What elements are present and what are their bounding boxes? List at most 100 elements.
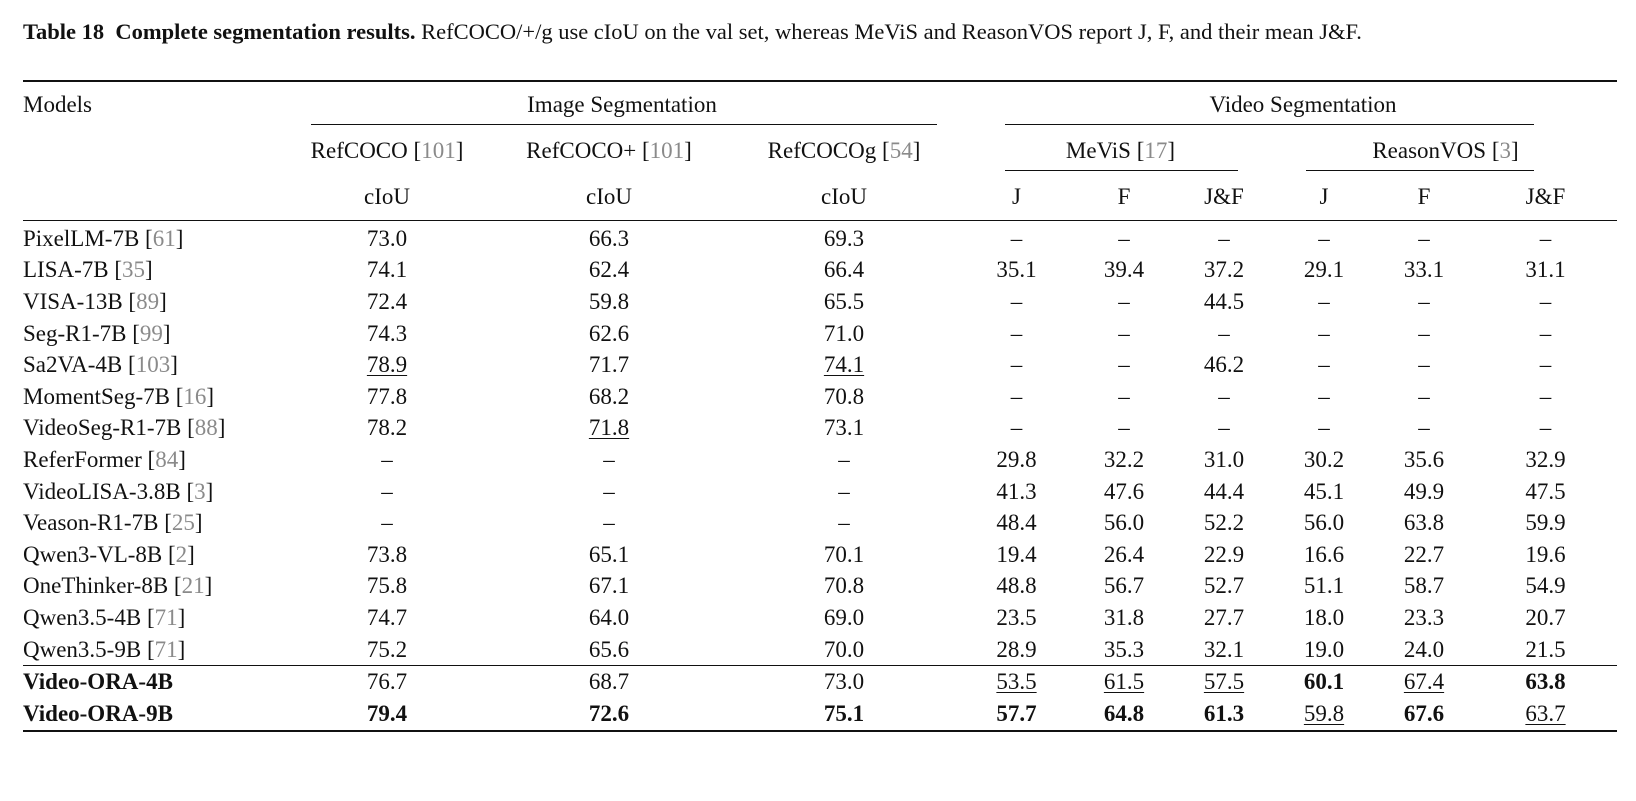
table-row: Video-ORA-4B 76.7 68.7 73.0 53.5 61.5 57.5 60.1…	[23, 666, 1617, 698]
table-caption: Table 18 Complete segmentation results. …	[23, 17, 1617, 47]
model-name: OneThinker-8B [21]	[23, 573, 213, 599]
table-cell: 41.3	[996, 478, 1037, 504]
table-cell: –	[1539, 225, 1552, 251]
table-cell: 69.0	[823, 604, 865, 630]
model-name: LISA-7B [35]	[23, 257, 153, 283]
table-cell: 67.4	[1403, 669, 1445, 695]
header-mevis: MeViS [17]	[1065, 138, 1176, 163]
header-mevis-j: J	[959, 174, 1074, 221]
header-mevis-jf: J&F	[1174, 174, 1274, 221]
table-cell: 59.8	[588, 288, 630, 314]
table-cell: 31.0	[1203, 446, 1245, 472]
table-cell: –	[1010, 225, 1023, 251]
model-name: MomentSeg-7B [16]	[23, 383, 215, 409]
table-cell: –	[1118, 320, 1130, 346]
table-row: PixelLM-7B [61] 73.0 66.3 69.3 – – – – – –	[23, 221, 1617, 255]
table-cell: 71.7	[588, 352, 630, 378]
model-name: Veason-R1-7B [25]	[23, 510, 203, 536]
table-row: VideoLISA-3.8B [3] – – – 41.3 47.6 44.4 45.1 49.…	[23, 476, 1617, 508]
baseline-rows: PixelLM-7B [61] 73.0 66.3 69.3– – – – – – LISA-7B…	[23, 221, 1617, 666]
table-cell: –	[1318, 320, 1330, 346]
table-cell: –	[1010, 320, 1023, 346]
table-cell: 64.0	[588, 604, 630, 630]
table-cell: 74.3	[366, 320, 408, 346]
table-cell: 57.7	[996, 701, 1037, 727]
table-cell: –	[603, 446, 615, 472]
table-cell: 29.8	[996, 446, 1037, 472]
header-refcoco-ciou: cIoU	[285, 174, 489, 221]
table-cell: –	[381, 446, 393, 472]
header-refcocog: RefCOCOg [54]	[767, 138, 921, 163]
table-cell: 47.6	[1103, 478, 1145, 504]
header-refcocoplus: RefCOCO+ [101]	[526, 138, 692, 163]
table-row: Qwen3.5-9B [71] 75.2 65.6 70.0 28.9 35.3 32.1 1…	[23, 634, 1617, 666]
table-cell: –	[1418, 225, 1430, 251]
table-cell: 74.1	[823, 352, 865, 378]
table-cell: 28.9	[996, 636, 1037, 662]
table-cell: 61.3	[1203, 701, 1245, 727]
table-row: OneThinker-8B [21] 75.8 67.1 70.8 48.8 56.7 52…	[23, 571, 1617, 603]
table-cell: 35.6	[1403, 446, 1445, 472]
table-cell: 65.1	[588, 541, 630, 567]
caption-text: RefCOCO/+/g use cIoU on the val set, whe…	[421, 19, 1362, 44]
model-name: Sa2VA-4B [103]	[23, 352, 178, 378]
header-refcoco: RefCOCO [101]	[310, 138, 464, 163]
table-cell: 75.8	[366, 573, 408, 599]
table-cell: 31.1	[1525, 257, 1566, 283]
header-image-segmentation: Image Segmentation	[527, 92, 717, 117]
table-cell: –	[838, 446, 850, 472]
table-cell: –	[1418, 288, 1430, 314]
table-cell: 70.8	[823, 573, 865, 599]
table-cell: 78.9	[366, 352, 408, 378]
table-row: ReferFormer [84] – – – 29.8 32.2 31.0 30.2 35.6 3…	[23, 444, 1617, 476]
table-cell: 70.1	[823, 541, 865, 567]
header-models: Models	[23, 92, 92, 117]
table-cell: 48.4	[996, 510, 1037, 536]
table-cell: 44.5	[1203, 288, 1245, 314]
table-cell: 31.8	[1103, 604, 1145, 630]
table-cell: 16.6	[1303, 541, 1345, 567]
model-name: Qwen3.5-9B [71]	[23, 636, 186, 662]
table-cell: 26.4	[1103, 541, 1145, 567]
table-cell: 23.3	[1403, 604, 1445, 630]
cmidrule-mevis	[1005, 170, 1238, 172]
table-cell: 54.9	[1525, 573, 1566, 599]
header-refcocog-ciou: cIoU	[729, 174, 959, 221]
model-name: VISA-13B [89]	[23, 288, 167, 314]
table-cell: 59.8	[1303, 701, 1345, 727]
table-cell: 19.6	[1525, 541, 1566, 567]
table-cell: 27.7	[1203, 604, 1245, 630]
table-cell: –	[1218, 415, 1230, 441]
table-cell: 75.1	[823, 701, 865, 727]
table-cell: –	[1318, 415, 1330, 441]
model-name: Qwen3-VL-8B [2]	[23, 541, 195, 567]
table-cell: 62.6	[588, 320, 630, 346]
table-cell: –	[1218, 225, 1230, 251]
cmidrule-video-segmentation	[1005, 124, 1534, 126]
model-name: ReferFormer [84]	[23, 446, 186, 472]
table-row: VideoSeg-R1-7B [88] 78.2 71.8 73.1 – – – – – –	[23, 413, 1617, 445]
table-cell: 74.7	[366, 604, 408, 630]
model-name: Video-ORA-9B	[23, 701, 173, 727]
table-cell: 68.7	[588, 669, 630, 695]
model-name: VideoSeg-R1-7B [88]	[23, 415, 226, 441]
model-name: Qwen3.5-4B [71]	[23, 604, 186, 630]
table-cell: 32.9	[1525, 446, 1566, 472]
ours-rows: Video-ORA-4B 76.7 68.7 73.0 53.5 61.5 57.5 60.1…	[23, 666, 1617, 731]
table-cell: –	[1318, 352, 1330, 378]
table-cell: –	[1539, 320, 1552, 346]
table-cell: –	[838, 478, 850, 504]
table-cell: 53.5	[996, 669, 1037, 695]
header-video-segmentation: Video Segmentation	[1209, 92, 1397, 117]
table-cell: 73.0	[366, 225, 408, 251]
table-cell: 71.0	[823, 320, 865, 346]
table-cell: 63.7	[1525, 701, 1566, 727]
cmidrule-image-segmentation	[311, 124, 937, 126]
model-name: Video-ORA-4B	[23, 669, 173, 695]
table-cell: 57.5	[1203, 669, 1245, 695]
table-cell: 76.7	[366, 669, 408, 695]
model-name: PixelLM-7B [61]	[23, 225, 184, 251]
table-title: Complete segmentation results.	[115, 19, 416, 44]
table-cell: –	[1539, 415, 1552, 441]
table-cell: 72.4	[366, 288, 408, 314]
